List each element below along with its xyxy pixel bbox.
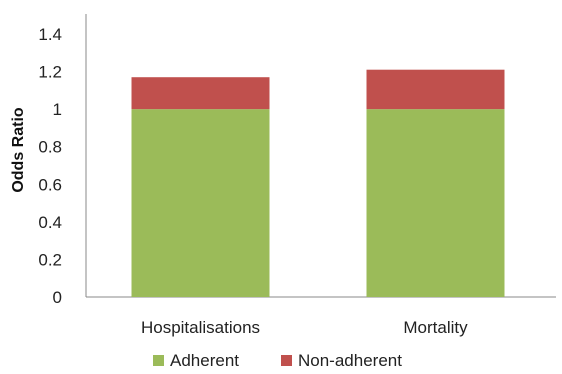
category-labels: Hospitalisations Mortality: [141, 318, 468, 337]
legend-label: Adherent: [170, 351, 239, 370]
category-label: Mortality: [403, 318, 468, 337]
y-tick-label: 0.4: [38, 213, 62, 232]
y-tick-label: 1: [53, 100, 62, 119]
legend-swatch: [153, 355, 164, 366]
legend-label: Non-adherent: [298, 351, 402, 370]
y-tick-label: 0.8: [38, 138, 62, 157]
bar-adherent-hospitalisations: [131, 109, 270, 298]
y-tick-label: 1.4: [38, 25, 62, 44]
y-tick-label: 1.2: [38, 63, 62, 82]
legend-swatch: [281, 355, 292, 366]
bars: [131, 69, 505, 298]
category-label: Hospitalisations: [141, 318, 260, 337]
bar-adherent-mortality: [366, 109, 505, 298]
y-tick-label: 0.6: [38, 175, 62, 194]
y-axis-label: Odds Ratio: [10, 107, 27, 193]
legend: Adherent Non-adherent: [153, 351, 402, 370]
y-tick-label: 0: [53, 288, 62, 307]
bar-non-adherent-mortality: [366, 69, 505, 110]
y-tick-labels: 0 0.2 0.4 0.6 0.8 1 1.2 1.4: [38, 25, 62, 307]
y-tick-label: 0.2: [38, 250, 62, 269]
bar-non-adherent-hospitalisations: [131, 77, 270, 110]
